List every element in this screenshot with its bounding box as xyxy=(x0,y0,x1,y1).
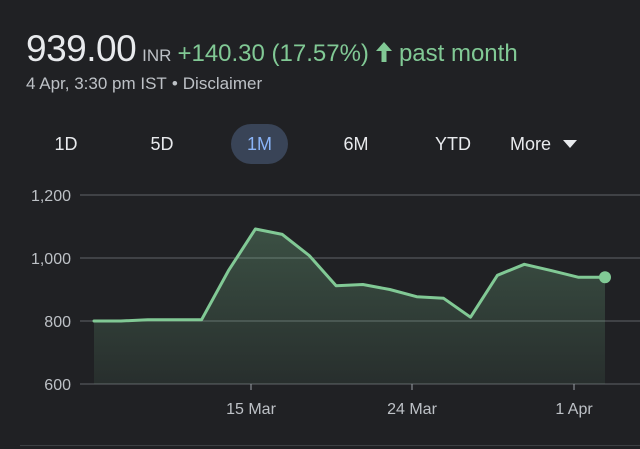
chart-area-layer xyxy=(92,227,611,384)
x-tick-label: 24 Mar xyxy=(387,401,437,418)
range-tabs: 1D 5D 1M 6M YTD More xyxy=(0,124,640,164)
series-line xyxy=(92,227,607,323)
y-tick-label: 800 xyxy=(44,314,71,331)
x-axis-labels: 15 Mar 24 Mar 1 Apr xyxy=(226,401,593,418)
y-tick-label: 1,000 xyxy=(31,251,71,268)
separator-dot: • xyxy=(171,74,178,93)
more-label: More xyxy=(510,134,552,154)
disclaimer-link[interactable]: Disclaimer xyxy=(182,74,263,93)
tab-6m[interactable]: 6M xyxy=(343,134,369,154)
tab-ytd[interactable]: YTD xyxy=(435,134,471,154)
price-header: 939.00 INR +140.30 (17.57%) past month xyxy=(26,28,518,69)
current-price: 939.00 xyxy=(26,28,137,69)
more-dropdown[interactable]: More xyxy=(510,124,600,164)
price-change: +140.30 (17.57%) xyxy=(177,40,369,67)
current-point xyxy=(599,271,611,284)
tab-1m[interactable]: 1M xyxy=(231,124,288,164)
timestamp-row: 4 Apr, 3:30 pm IST • Disclaimer xyxy=(26,74,262,94)
arrow-up-icon xyxy=(375,41,393,63)
x-tick-label: 1 Apr xyxy=(555,401,593,418)
price-chart[interactable]: 1,200 1,000 800 600 15 Mar 24 Mar 1 Apr xyxy=(0,180,640,430)
series-area xyxy=(94,229,605,384)
y-tick-label: 600 xyxy=(44,377,71,394)
caret-down-icon xyxy=(563,140,578,148)
currency-label: INR xyxy=(142,46,172,65)
change-period: past month xyxy=(398,40,518,67)
y-tick-label: 1,200 xyxy=(31,188,71,205)
divider xyxy=(20,445,640,446)
y-axis-labels: 1,200 1,000 800 600 xyxy=(31,188,71,394)
tab-1d[interactable]: 1D xyxy=(54,134,78,154)
tab-5d[interactable]: 5D xyxy=(150,134,174,154)
x-tick-label: 15 Mar xyxy=(226,401,276,418)
timestamp: 4 Apr, 3:30 pm IST xyxy=(26,74,167,93)
